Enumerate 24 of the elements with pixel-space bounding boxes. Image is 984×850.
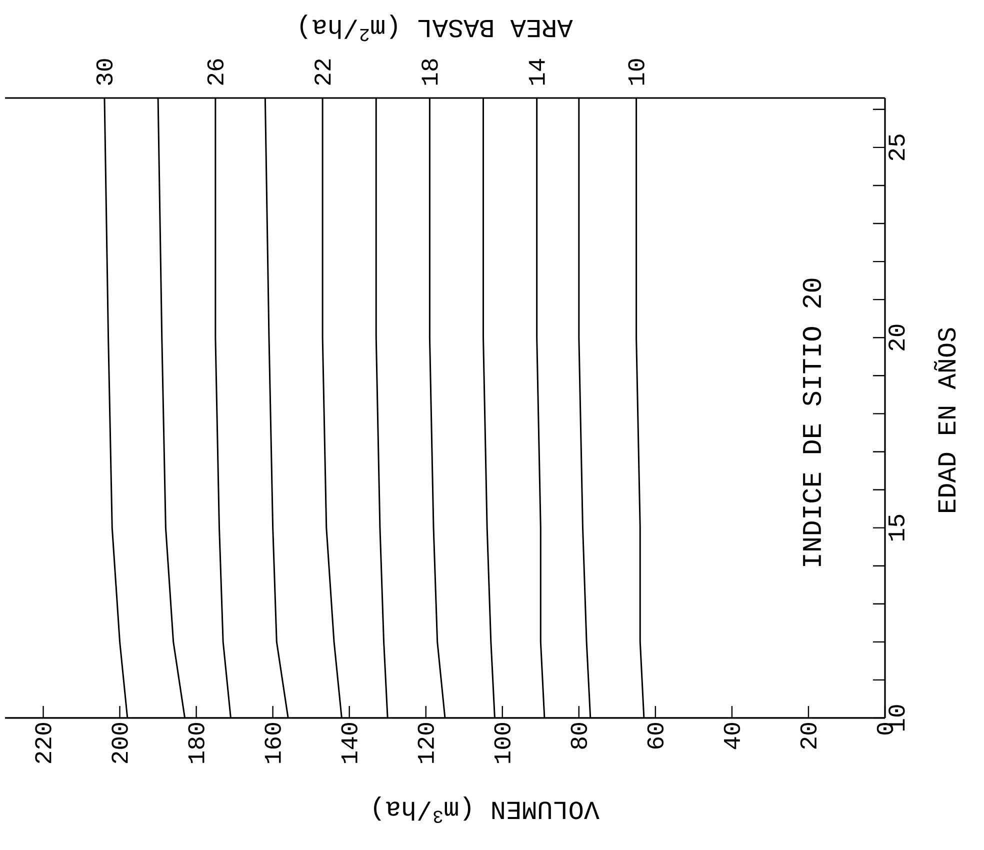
text: 30 bbox=[96, 59, 113, 85]
text: 22 bbox=[314, 59, 331, 85]
y-tick-label: 20 bbox=[888, 324, 905, 350]
x-tick-label: 20 bbox=[800, 723, 817, 749]
x-tick-label: 60 bbox=[647, 723, 664, 749]
text: 26 bbox=[207, 59, 224, 85]
x-tick-label: 220 bbox=[35, 723, 52, 764]
x-tick-label: 80 bbox=[570, 723, 588, 749]
x-tick-label: 160 bbox=[264, 723, 281, 763]
y-tick-label: 15 bbox=[888, 514, 905, 540]
annotation: INDICE DE SITIO 20 bbox=[802, 278, 822, 566]
x-tick-label: 120 bbox=[418, 723, 434, 763]
y-axis-title: EDAD EN AÑOS bbox=[934, 328, 956, 512]
text: 10 bbox=[628, 59, 644, 85]
y-tick-label: 25 bbox=[888, 134, 905, 160]
x-axis-title: VOLUMEN (m$^{3}$/ha) bbox=[374, 796, 600, 824]
x-tick-label: 140 bbox=[341, 723, 358, 763]
x-tick-label: 180 bbox=[188, 723, 204, 763]
text: 18 bbox=[422, 59, 438, 85]
x-tick-label: 100 bbox=[494, 723, 511, 763]
legend-title: AREA BASAL (m$^{2}$/ha) bbox=[300, 14, 573, 42]
x-tick-label: 40 bbox=[724, 723, 740, 750]
x-tick-label: 200 bbox=[112, 723, 128, 764]
text: 14 bbox=[528, 58, 545, 85]
